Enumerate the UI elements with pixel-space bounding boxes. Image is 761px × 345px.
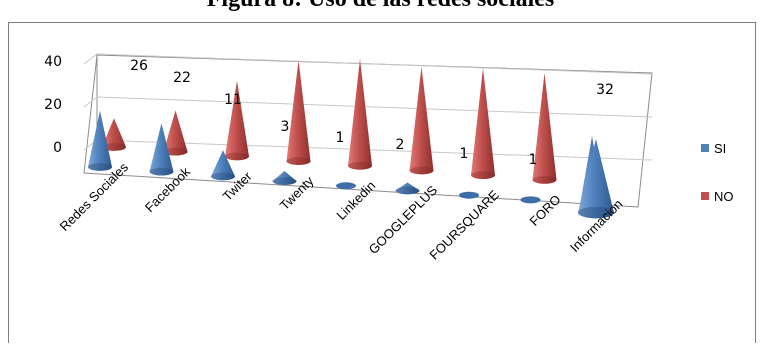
cone-si (459, 191, 479, 199)
data-label: 3 (281, 119, 290, 135)
legend-label: SI (714, 141, 726, 156)
chart-frame (8, 22, 756, 343)
cone-no-base (163, 147, 188, 156)
data-label: 1 (336, 130, 345, 146)
cone-si-base (272, 177, 297, 185)
cone-si (211, 150, 235, 181)
cone-si (395, 182, 420, 195)
cone-no-base (471, 171, 495, 180)
cone-si-base (88, 163, 112, 171)
cone-no-body (532, 72, 557, 184)
cone-si-base (395, 186, 420, 195)
chart-legend: SI NO (701, 141, 734, 204)
cone-no-body (102, 118, 126, 151)
cone-si (149, 123, 174, 176)
data-label: 11 (224, 92, 242, 108)
cone-no (409, 66, 434, 175)
cone-si-base (578, 206, 614, 219)
cone-no (225, 80, 249, 161)
cone-no (348, 58, 372, 170)
cone-no-base (348, 161, 372, 170)
cone-no-base (225, 152, 249, 161)
chart-title: Figura 8: Uso de las redes sociales (0, 0, 761, 13)
cone-no (286, 60, 311, 165)
cone-no-body (163, 110, 188, 156)
cone-no (163, 110, 188, 156)
data-label: 26 (130, 58, 148, 74)
cone-no-base (409, 166, 434, 175)
chart-cones (88, 58, 614, 219)
legend-swatch (701, 144, 709, 152)
cone-si (88, 110, 112, 171)
cone-no-body (409, 66, 434, 175)
y-axis-ticks: 0 20 40 (44, 54, 62, 156)
data-label: 22 (173, 70, 191, 86)
cone-si (578, 139, 614, 219)
cone-no-base (286, 157, 311, 165)
gridline (83, 53, 653, 75)
legend-label: NO (714, 189, 734, 204)
y-tick-label: 20 (44, 97, 62, 113)
cone-si-body (395, 182, 420, 195)
cone-si-body (149, 123, 174, 176)
cone-no-base (532, 176, 557, 184)
cone-si-body (88, 110, 112, 171)
legend-swatch (701, 192, 709, 200)
data-label: 2 (396, 137, 405, 153)
cone-si-body (272, 171, 297, 185)
cone-si-base (149, 167, 174, 176)
cone-si-base (211, 172, 235, 181)
cone-si (336, 182, 356, 190)
data-label: 32 (596, 82, 614, 98)
cone-no-body (348, 58, 372, 170)
y-tick-label: 0 (53, 140, 62, 156)
cone-no-body (286, 60, 311, 165)
gridline (83, 96, 653, 118)
x-tick-label: Redes Sociales (57, 159, 132, 234)
y-tick-label: 40 (44, 54, 62, 70)
cone-si-body (211, 150, 235, 181)
cone-no-body (471, 68, 495, 180)
cone-no (471, 68, 495, 180)
cone-si (272, 171, 297, 185)
cone-si-body (578, 139, 614, 219)
data-label: 1 (460, 146, 469, 162)
cone-si (520, 196, 541, 204)
cone-no-body (225, 80, 249, 161)
cone-no (532, 72, 557, 184)
data-label: 1 (529, 152, 538, 168)
